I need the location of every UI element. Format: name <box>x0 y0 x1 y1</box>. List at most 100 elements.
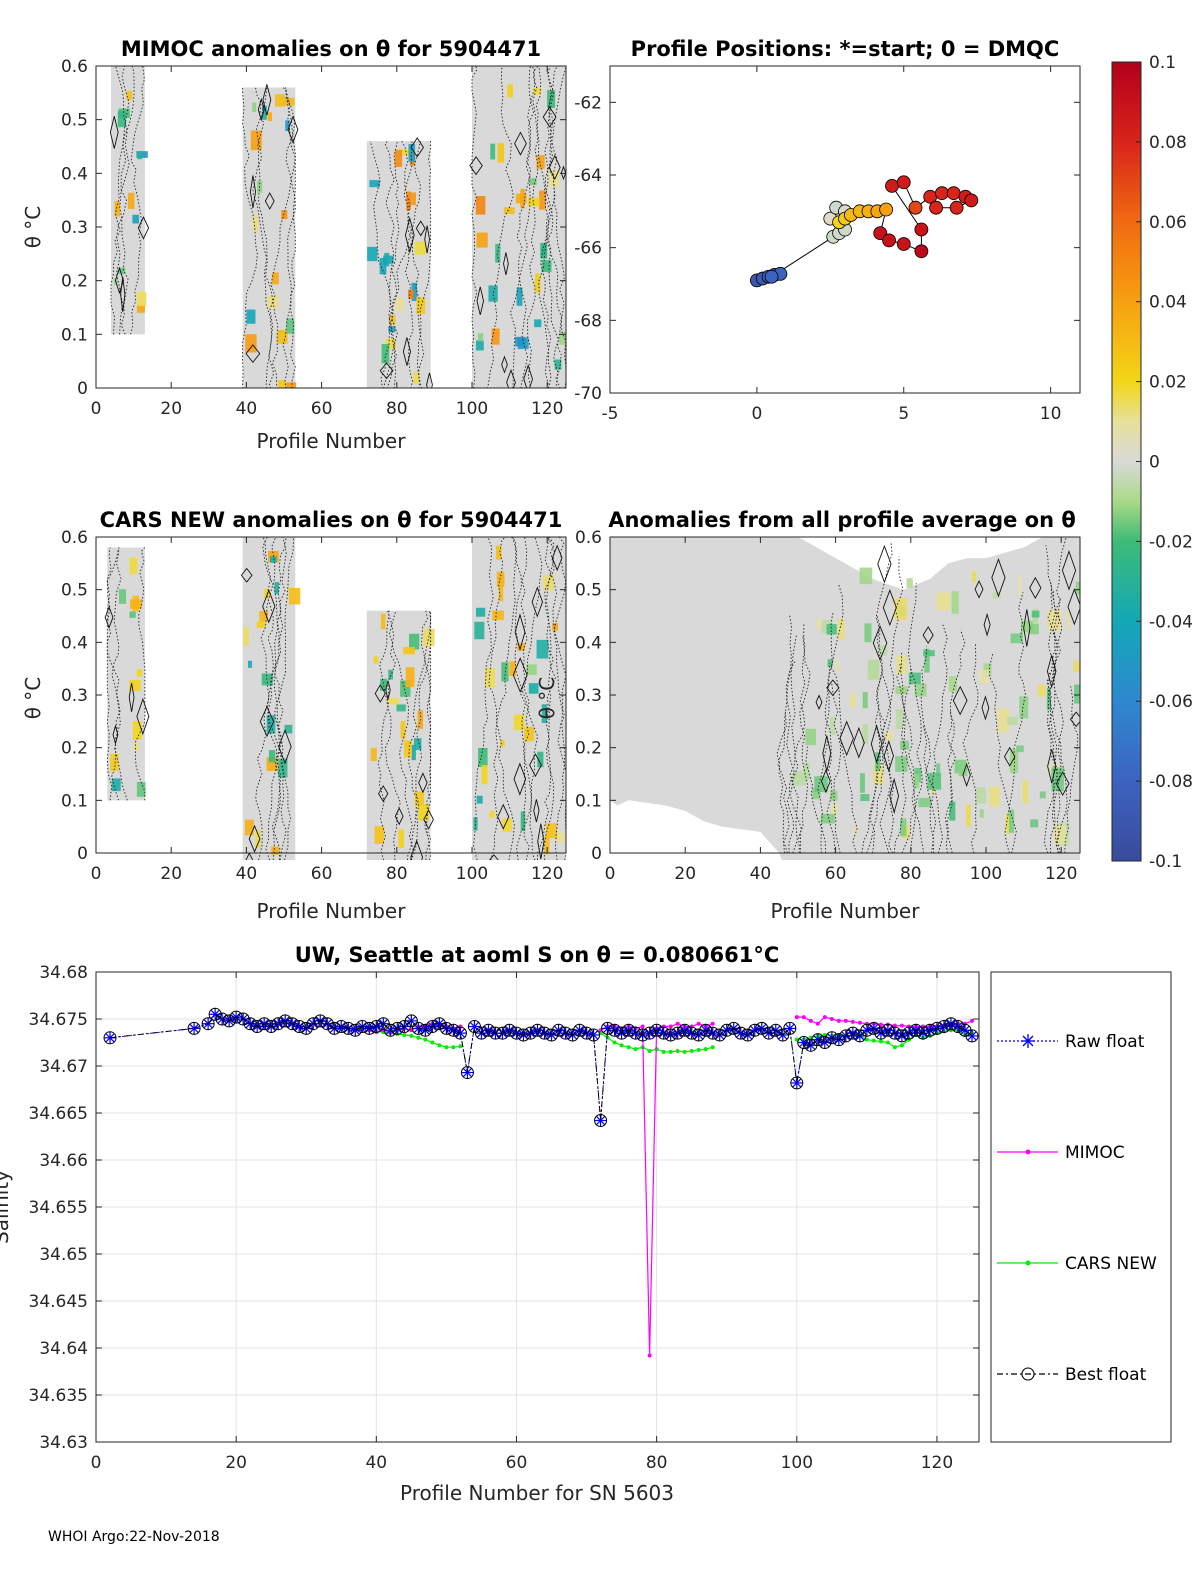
anomaly-cell <box>513 714 525 731</box>
best-float-point <box>502 1023 516 1037</box>
cars-new-point <box>444 1045 449 1050</box>
cars-new-point <box>402 1032 407 1037</box>
best-float-point <box>208 1007 222 1021</box>
contour-dotted <box>547 66 566 388</box>
anomaly-cell <box>914 683 927 697</box>
anomaly-cell <box>271 846 280 855</box>
y-tick-label: 34.63 <box>39 1433 88 1453</box>
y-tick-label: 0.4 <box>61 164 88 184</box>
contour-dotted <box>509 66 539 388</box>
allavg-axes: 0 20 40 60 80 100 120 0 0.1 0.2 0.3 0.4 0.5 0.6 <box>575 528 1081 884</box>
anomaly-cell <box>473 817 478 831</box>
best-float-point <box>811 1033 825 1047</box>
anomaly-cell <box>250 130 262 151</box>
contour-dotted <box>424 610 432 860</box>
mimoc-point <box>696 1021 701 1026</box>
anomaly-cell <box>477 333 484 342</box>
anomaly-cell <box>133 741 139 752</box>
y-tick-label: 34.665 <box>29 1104 88 1124</box>
anomaly-cell <box>1010 633 1023 644</box>
contour-solid <box>922 626 934 645</box>
legend-best-float-label: Best float <box>1065 1365 1147 1385</box>
best-float-point <box>846 1026 860 1040</box>
raw-float-point <box>363 1022 376 1035</box>
anomaly-cell <box>516 287 523 306</box>
contour-dotted <box>899 663 925 854</box>
cars-new-point <box>703 1047 708 1052</box>
best-float-point <box>734 1026 748 1040</box>
contour-solid <box>506 368 516 388</box>
y-tick-label: 0.2 <box>61 739 88 759</box>
contour-solid <box>257 97 265 122</box>
x-tick-label: 60 <box>506 1453 528 1473</box>
contour-dotted <box>789 635 799 854</box>
best-float-line <box>109 1013 973 1121</box>
anomaly-cell <box>414 791 424 807</box>
best-float-point <box>755 1021 769 1035</box>
raw-float-point <box>923 1024 936 1037</box>
anomaly-cell <box>885 731 894 740</box>
anomaly-cell <box>895 709 903 730</box>
contour-solid <box>423 809 434 830</box>
legend-cars-new-marker <box>1025 1260 1031 1266</box>
colorbar-tick-label: 0.06 <box>1149 213 1187 233</box>
contour-dotted <box>268 87 296 388</box>
contour-solid <box>883 739 894 772</box>
anomaly-cell <box>520 811 526 832</box>
anomaly-cell <box>1029 623 1039 635</box>
contour-dotted <box>255 537 277 860</box>
y-tick-label: 0.5 <box>61 111 88 131</box>
profile-position-marker <box>949 200 964 215</box>
best-float-point <box>362 1021 376 1035</box>
contour-dotted <box>1043 537 1067 854</box>
anomaly-cell <box>805 728 816 746</box>
cars-new-point <box>892 1045 897 1050</box>
anomaly-cell <box>491 328 500 345</box>
raw-float-star-d2 <box>946 1019 956 1029</box>
anomaly-cell <box>859 567 873 585</box>
contour-dotted <box>401 140 425 388</box>
salinity-title: UW, Seattle at aoml S on θ = 0.080661°C <box>295 943 780 967</box>
best-float-point <box>545 1028 559 1042</box>
contour-dotted <box>110 66 135 335</box>
x-tick-label: 0 <box>605 864 616 884</box>
anomaly-cell <box>130 599 142 609</box>
cars-new-point <box>885 1040 890 1045</box>
cars-new-point <box>626 1045 631 1050</box>
anomaly-cell <box>373 656 379 664</box>
best-float-point <box>699 1023 713 1037</box>
mimoc-point <box>710 1021 715 1026</box>
best-float-point <box>299 1021 313 1035</box>
mimoc-point <box>808 1018 813 1023</box>
anomaly-cell <box>111 778 121 792</box>
profile-position-marker <box>914 244 929 259</box>
contour-solid <box>249 175 257 209</box>
cars-new-point <box>423 1037 428 1042</box>
legend-entry-mimoc: MIMOC <box>997 1143 1125 1163</box>
y-tick-label: 0 <box>77 844 88 864</box>
contour-dotted <box>242 87 258 388</box>
mimoc-ylabel: θ °C <box>21 206 45 249</box>
contour-solid <box>826 679 840 697</box>
anomaly-cell <box>488 285 498 302</box>
anomaly-cell <box>423 628 435 647</box>
anomaly-cell <box>404 740 412 758</box>
legend-entry-best-float: Best float <box>997 1365 1147 1385</box>
anomaly-cell <box>270 556 277 563</box>
x-tick-label: 60 <box>311 864 333 884</box>
legend-entry-raw-float: Raw float <box>997 1032 1145 1052</box>
mimoc-point <box>836 1018 841 1023</box>
anomaly-cell <box>1009 749 1019 773</box>
anomaly-cell <box>243 627 249 646</box>
anomaly-cell <box>132 214 140 224</box>
contour-solid <box>245 852 254 860</box>
contour-solid <box>394 807 404 826</box>
raw-float-star-d2 <box>575 1025 584 1035</box>
raw-float-star-d2 <box>210 1009 220 1019</box>
best-float-point <box>250 1020 264 1034</box>
anomaly-cell <box>369 180 380 188</box>
cars-title: CARS NEW anomalies on θ for 5904471 <box>100 508 563 532</box>
profile-position-marker <box>764 269 779 284</box>
best-float-point <box>629 1026 643 1040</box>
